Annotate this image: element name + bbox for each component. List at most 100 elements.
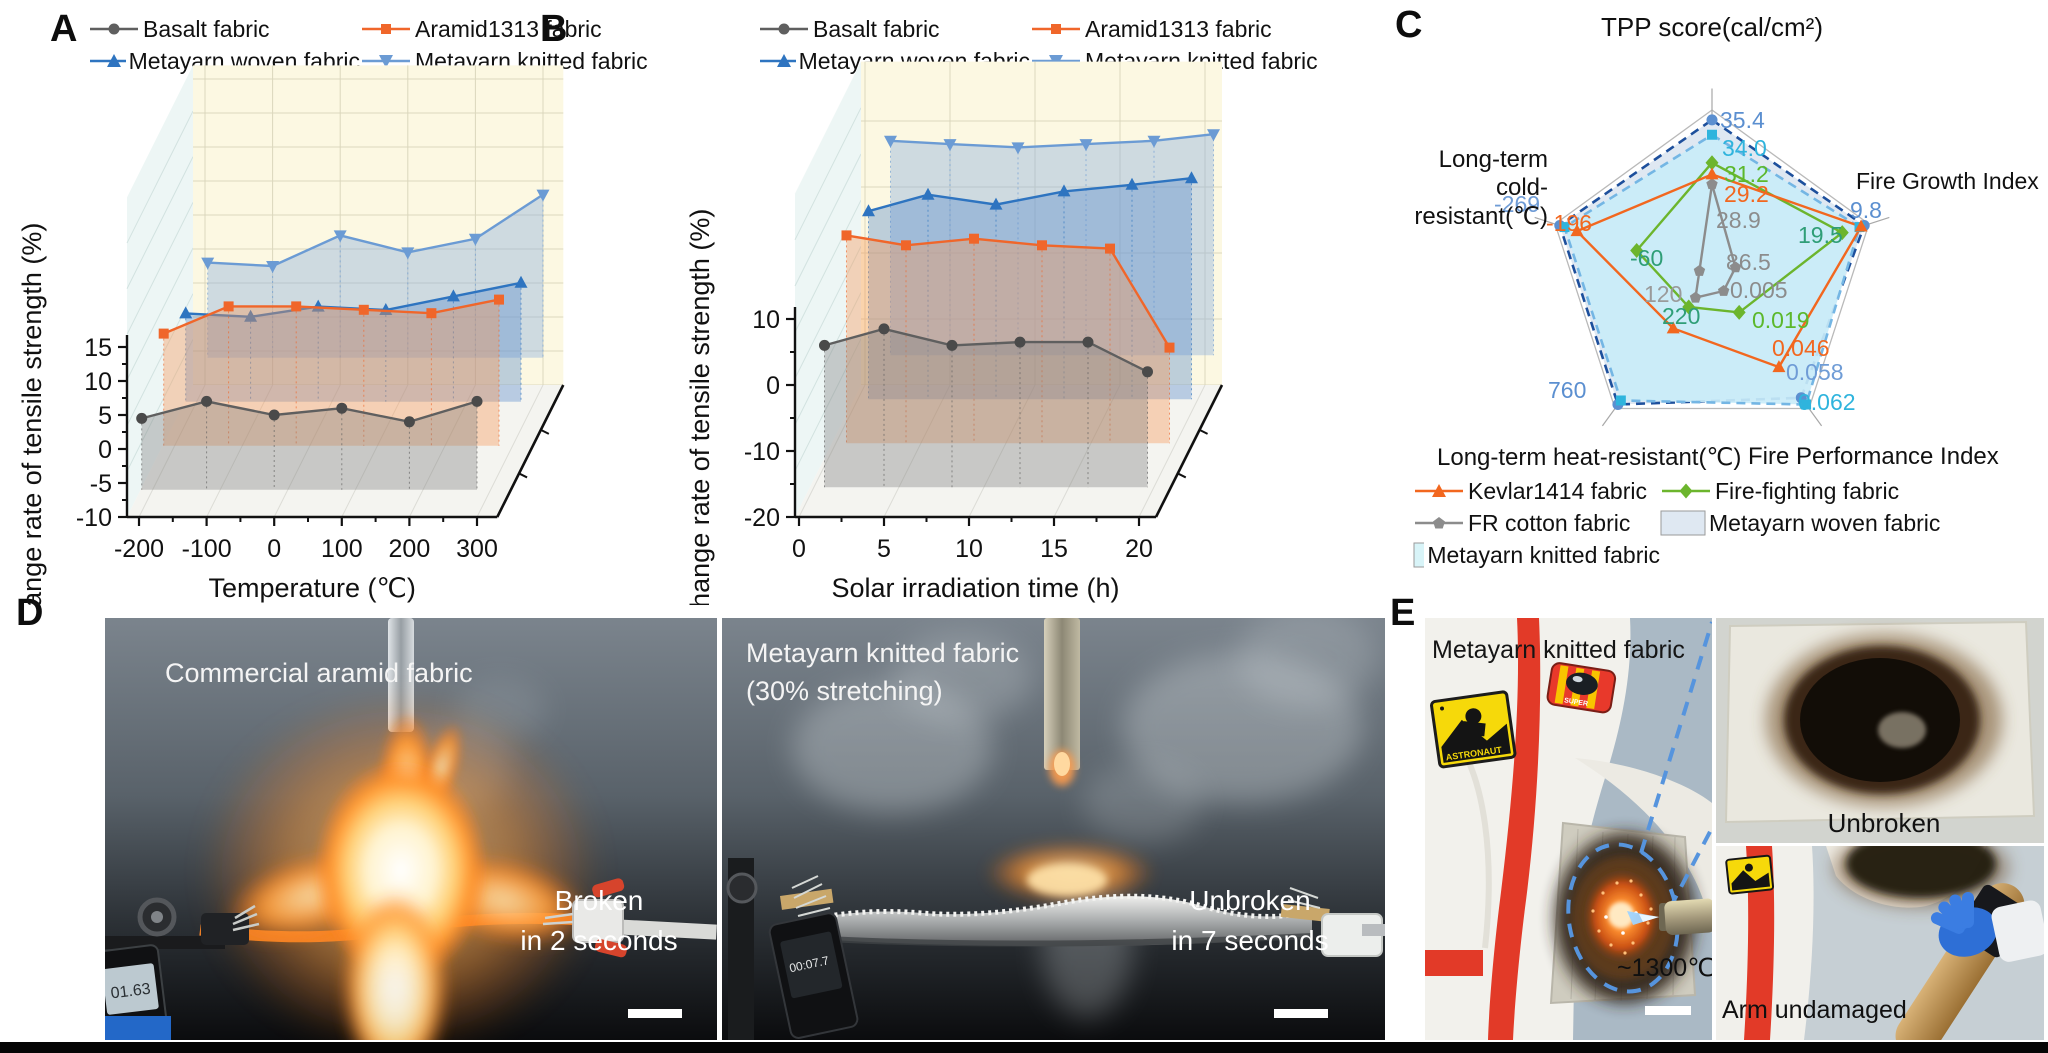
radar-value-label: 0.005: [1730, 277, 1788, 303]
scale-bar: [628, 1009, 682, 1018]
inset-caption: Arm undamaged: [1722, 996, 1907, 1024]
svg-text:15: 15: [1040, 535, 1068, 563]
svg-text:0: 0: [98, 436, 112, 464]
bottom-rule: [0, 1042, 2048, 1053]
scale-bar: [1274, 1009, 1328, 1018]
white-cuff: [1991, 900, 2044, 962]
legend-marker-triangle-up-icon: [760, 54, 796, 67]
svg-text:5: 5: [98, 402, 112, 430]
svg-text:0: 0: [766, 372, 780, 400]
legend-marker-triangle-up-icon: [90, 54, 126, 67]
legend-item: FR cotton fabric: [1413, 508, 1660, 538]
left-grip: [780, 888, 834, 910]
legend-marker-diamond-icon: [1662, 483, 1710, 499]
astronaut-badge-small: [1725, 854, 1775, 895]
result-text-line2: in 2 seconds: [520, 925, 677, 956]
radar-axis-cold: Long-term cold-resistant(℃): [1396, 146, 1548, 231]
svg-text:100: 100: [321, 535, 363, 563]
svg-text:0: 0: [792, 535, 806, 563]
photo-metayarn-flame-test: 00:07.7 Metayarn knitted fabric (30% str…: [722, 618, 1385, 1040]
legend-item-label: Kevlar1414 fabric: [1468, 477, 1647, 504]
svg-text:20: 20: [1125, 535, 1153, 563]
legend-item-label: Metayarn woven fabric: [1709, 509, 1941, 536]
callout-line-top: [1639, 621, 1712, 854]
right-clamp-rod: [609, 919, 717, 940]
legend-marker-circle-icon: [760, 23, 808, 35]
svg-text:-5: -5: [90, 470, 112, 498]
clamp-pins: [232, 904, 260, 932]
svg-text:15: 15: [84, 334, 112, 362]
stretched-fabric: [807, 896, 1312, 947]
legend-item-label: Basalt fabric: [813, 15, 940, 42]
legend-item-label: Aramid1313 fabric: [1085, 15, 1272, 42]
legend-item: Kevlar1414 fabric: [1413, 476, 1660, 506]
svg-text:200: 200: [389, 535, 431, 563]
badge2-text: SUPER: [1564, 697, 1589, 708]
radar-axis-cold-line1: Long-term: [1438, 146, 1548, 173]
stripe-badge: SUPER: [1546, 662, 1617, 714]
radar-value-label: -269: [1494, 191, 1540, 217]
y-axis-title: Change rate of tensile strength (%): [17, 223, 47, 605]
legend-marker-triangle-up-icon: [1415, 484, 1463, 497]
legend-item-label: Metayarn knitted fabric: [1427, 541, 1660, 568]
radar-axis-heat: Long-term heat-resistant(℃): [1437, 444, 1742, 471]
legend-item-label: Aramid1313 fabric: [415, 15, 602, 42]
right-grip: [1280, 904, 1330, 922]
radar-value-label: 0.058: [1786, 359, 1844, 385]
radar-title: TPP score(cal/cm²): [1601, 12, 1823, 42]
scorched-sleeve: [1846, 846, 1996, 898]
torch-tube: [1044, 618, 1080, 770]
panel-e-label: E: [1390, 592, 1416, 634]
temperature-label: ~1300℃: [1617, 954, 1712, 982]
svg-text:-20: -20: [744, 504, 780, 532]
panel-d-label: D: [16, 592, 44, 634]
hot-spot: [1608, 902, 1634, 928]
knitted-patch: [1549, 821, 1697, 1005]
legend-marker-square-icon: [362, 24, 410, 34]
astronaut-badge: ASTRONAUT: [1430, 690, 1517, 769]
legend-item: Metayarn woven fabric: [1660, 508, 1940, 538]
radar-value-label: 760: [1548, 377, 1586, 403]
result-text-line1: Broken: [555, 885, 644, 916]
radar-value-label: 220: [1662, 303, 1700, 329]
stand-base: [105, 1016, 171, 1040]
legend-item: Metayarn knitted fabric: [1413, 540, 1660, 570]
blue-glove: [1930, 892, 2044, 962]
svg-text:-100: -100: [182, 535, 232, 563]
svg-text:-10: -10: [76, 504, 112, 532]
legend-marker-pentagon-icon: [1415, 517, 1463, 529]
result-text-line1: Unbroken: [1189, 885, 1310, 916]
scorch-mark: [1800, 658, 1960, 782]
photo-inset-unbroken-fabric: Unbroken: [1716, 618, 2044, 843]
x-axis-title: Solar irradiation time (h): [831, 573, 1119, 603]
radar-value-label: 120: [1644, 281, 1682, 307]
red-strap-horizontal: [1425, 950, 1483, 976]
red-strap-vertical: [1488, 618, 1541, 1040]
svg-text:0: 0: [267, 535, 281, 563]
timer-device: 00:07.7: [768, 912, 859, 1039]
legend-item: Aramid1313 fabric: [1030, 14, 1318, 44]
legend-item: Fire-fighting fabric: [1660, 476, 1940, 506]
panel-c-legend: Kevlar1414 fabric Fire-fighting fabric FR …: [1413, 476, 1940, 570]
inset-caption: Unbroken: [1828, 808, 1941, 838]
suit-sleeve: [1575, 758, 1712, 933]
radar-value-label: 31.2: [1724, 161, 1769, 187]
legend-item-label: Basalt fabric: [143, 15, 270, 42]
legend-marker-square-icon: [1032, 24, 1080, 34]
torch-nozzle: [1664, 898, 1712, 936]
radar-value-label: 0.019: [1752, 307, 1810, 333]
panel-b-label: B: [540, 8, 568, 50]
legend-marker-triangle-down-icon: [1032, 55, 1080, 68]
panel-a-chart: -10 -5 0 5 10 15 -200 -100 0 100 200 300 Temperature…: [17, 65, 565, 605]
radar-value-label: 28.9: [1716, 207, 1761, 233]
radar-value-label: 0.062: [1798, 389, 1856, 415]
radar-value-label: 86.5: [1726, 249, 1771, 275]
legend-marker-triangle-down-icon: [362, 55, 410, 68]
left-clamp-rod: [105, 936, 225, 949]
svg-text:300: 300: [456, 535, 498, 563]
radar-value-label: 0.046: [1772, 335, 1830, 361]
legend-item: Aramid1313 fabric: [360, 14, 648, 44]
photo-caption-subtitle: (30% stretching): [746, 676, 943, 706]
